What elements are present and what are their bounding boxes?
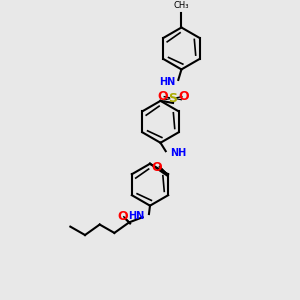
Text: O: O bbox=[117, 210, 128, 223]
Text: HN: HN bbox=[128, 211, 145, 221]
Text: CH₃: CH₃ bbox=[174, 1, 189, 10]
Text: NH: NH bbox=[170, 148, 186, 158]
Text: O: O bbox=[157, 90, 168, 103]
Text: O: O bbox=[151, 161, 162, 174]
Text: HN: HN bbox=[159, 77, 175, 87]
Text: S: S bbox=[169, 92, 178, 105]
Text: O: O bbox=[178, 90, 189, 103]
